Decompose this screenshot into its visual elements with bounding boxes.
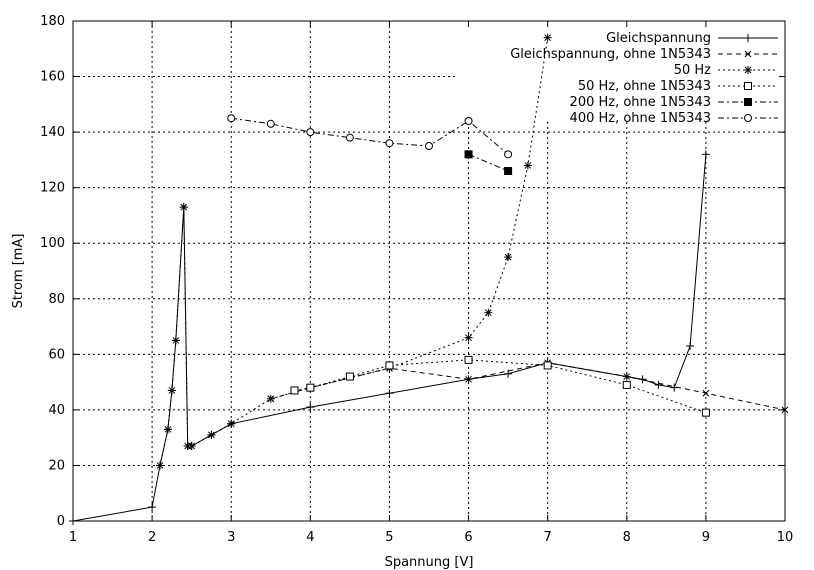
series-6-line	[231, 117, 509, 155]
series-2	[267, 359, 789, 414]
series-6-point	[306, 128, 315, 137]
series-6-point	[345, 133, 354, 142]
legend-swatch-marker	[744, 50, 752, 58]
y-tick-label: 80	[48, 292, 65, 307]
series-3-point	[156, 461, 165, 470]
series-1-point	[306, 403, 315, 412]
series-3-point	[167, 386, 176, 395]
series-2-point	[781, 406, 789, 414]
legend-label: 200 Hz, ohne 1N5343	[570, 95, 711, 110]
series-1-point	[654, 380, 663, 389]
series-5-point	[504, 167, 513, 175]
legend-swatch-marker	[744, 82, 752, 90]
x-tick-label: 3	[227, 530, 235, 545]
y-axis-title: Strom [mA]	[11, 234, 26, 309]
series-1-point	[148, 503, 157, 512]
series-4-point	[543, 361, 552, 370]
series-6-point	[227, 114, 236, 123]
y-tick-label: 20	[48, 458, 65, 473]
series-3-point	[464, 333, 473, 342]
x-tick-label: 6	[464, 530, 472, 545]
plot-frame	[72, 20, 786, 522]
series-4-point	[306, 383, 315, 392]
series-4-point	[385, 361, 394, 370]
series-4-point	[701, 408, 710, 417]
series-2-line	[270, 362, 786, 411]
series-6-point	[425, 142, 433, 150]
series-3-point	[207, 430, 216, 439]
y-tick-label: 120	[40, 181, 65, 196]
y-tick-label: 40	[48, 403, 65, 418]
series-3-point	[163, 425, 172, 434]
series-3-point	[543, 33, 552, 42]
series-2-point	[702, 389, 710, 397]
series-3-point	[187, 442, 196, 450]
series-1-point	[385, 389, 394, 398]
series-1-point	[638, 375, 647, 384]
x-tick-label: 9	[702, 530, 710, 545]
y-tick-label: 140	[40, 125, 65, 140]
legend-label: Gleichspannung, ohne 1N5343	[510, 47, 711, 62]
x-tick-label: 5	[385, 530, 393, 545]
series-3-point	[179, 203, 188, 212]
y-tick-label: 100	[40, 236, 65, 251]
series-5-line	[468, 153, 509, 172]
series-1-point	[69, 517, 77, 525]
legend-label: Gleichspannung	[606, 31, 711, 46]
series-3-point	[266, 394, 275, 403]
legend-label: 400 Hz, ohne 1N5343	[570, 111, 711, 126]
x-tick-label: 8	[623, 530, 631, 545]
legend-swatch-marker	[744, 98, 752, 106]
x-tick-label: 10	[777, 530, 794, 545]
plot-area	[69, 33, 789, 525]
x-tick-label: 4	[306, 530, 314, 545]
series-3-point	[227, 419, 236, 428]
series-3-point	[523, 161, 532, 170]
series-3-line	[159, 37, 549, 466]
series-2-point	[465, 375, 472, 383]
series-6	[227, 114, 513, 159]
series-4-point	[622, 380, 631, 389]
series-4-point	[464, 355, 473, 364]
series-2-point	[623, 373, 631, 380]
x-tick-label: 1	[69, 530, 77, 545]
series-4-point	[345, 372, 354, 381]
y-tick-label: 180	[40, 14, 65, 29]
series-1-point	[504, 369, 513, 378]
series-5-point	[464, 150, 473, 159]
series-3-point	[171, 336, 180, 345]
x-tick-label: 7	[544, 530, 552, 545]
series-1-point	[701, 150, 710, 159]
y-tick-label: 60	[48, 347, 65, 362]
series-6-point	[266, 119, 275, 128]
series-1-point	[686, 342, 695, 350]
series-5	[464, 150, 513, 175]
x-tick-label: 2	[148, 530, 156, 545]
legend-swatch-marker	[744, 114, 752, 122]
series-3-point	[504, 253, 513, 262]
y-tick-label: 0	[57, 514, 65, 529]
grid	[73, 21, 785, 521]
series-4-line	[294, 359, 707, 414]
series-3	[156, 33, 552, 470]
legend-label: 50 Hz	[674, 63, 711, 78]
x-axis-title: Spannung [V]	[385, 555, 474, 570]
series-3-point	[484, 308, 493, 317]
legend-label: 50 Hz, ohne 1N5343	[578, 79, 711, 94]
legend-swatch-marker	[744, 66, 752, 74]
legend-swatch-marker	[744, 34, 752, 42]
series-6-point	[385, 139, 394, 148]
series-1-point	[670, 383, 679, 392]
y-tick-label: 160	[40, 70, 65, 85]
series-6-point	[464, 117, 473, 125]
series-4	[290, 355, 710, 417]
series-6-point	[504, 150, 513, 159]
series-4-point	[290, 386, 299, 395]
